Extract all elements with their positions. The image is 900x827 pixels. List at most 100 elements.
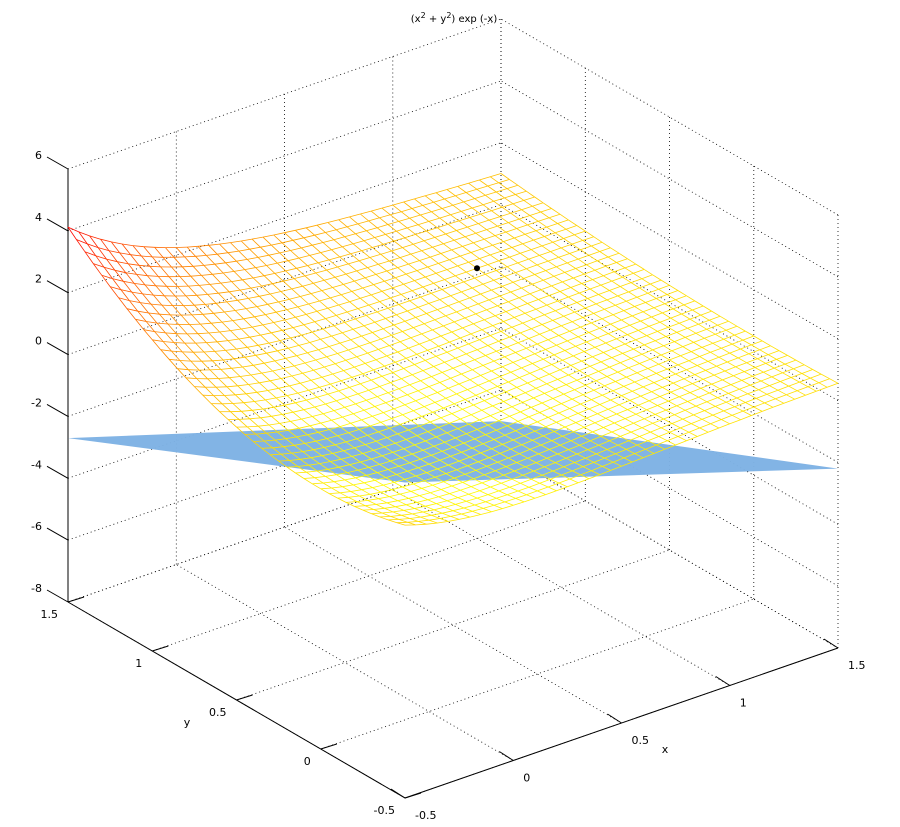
mesh-line: [401, 378, 410, 386]
mesh-line: [608, 408, 617, 415]
mesh-line: [437, 464, 449, 470]
mesh-line: [446, 432, 456, 439]
mesh-line: [473, 474, 485, 480]
mesh-line: [128, 263, 140, 266]
mesh-line: [314, 234, 324, 243]
floor-grid-line-y: [152, 500, 586, 652]
mesh-line: [150, 303, 160, 315]
mesh-line: [433, 198, 445, 203]
mesh-line: [491, 508, 503, 513]
mesh-line: [448, 464, 457, 471]
mesh-line: [381, 455, 391, 462]
mesh-line: [711, 383, 721, 390]
mesh-line: [322, 410, 335, 415]
mesh-line: [112, 278, 124, 282]
mesh-line: [236, 260, 246, 270]
mesh-line: [607, 333, 617, 340]
mesh-line: [386, 267, 398, 272]
mesh-line: [266, 352, 276, 362]
mesh-line: [706, 328, 716, 335]
mesh-line: [357, 220, 369, 225]
mesh-line: [403, 444, 415, 450]
mesh-line: [612, 461, 622, 467]
mesh-line: [254, 399, 266, 402]
mesh-line: [643, 269, 653, 276]
mesh-line: [261, 372, 271, 382]
mesh-line: [426, 396, 436, 403]
mesh-line: [298, 342, 310, 346]
mesh-line: [412, 511, 424, 515]
mesh-line: [588, 251, 600, 256]
mesh-line: [239, 287, 251, 291]
mesh-line: [524, 230, 537, 235]
mesh-line: [157, 276, 167, 287]
mesh-line: [288, 257, 299, 262]
mesh-line: [179, 360, 191, 362]
mesh-line: [428, 382, 440, 387]
mesh-line: [575, 422, 585, 428]
mesh-line: [409, 300, 419, 308]
mesh-line: [277, 347, 289, 352]
mesh-line: [372, 412, 384, 417]
mesh-line: [218, 292, 228, 303]
mesh-line: [374, 406, 384, 413]
mesh-line: [491, 210, 501, 218]
mesh-line: [502, 439, 514, 445]
mesh-line: [645, 377, 655, 383]
mesh-line: [434, 476, 444, 483]
mesh-line: [475, 232, 485, 240]
mesh-line: [607, 252, 620, 258]
mesh-line: [620, 431, 632, 437]
mesh-line: [525, 387, 537, 394]
mesh-line: [435, 272, 445, 280]
mesh-line: [659, 391, 671, 397]
mesh-line: [733, 371, 745, 377]
mesh-line: [384, 365, 394, 373]
mesh-line: [320, 487, 332, 490]
mesh-line: [260, 246, 270, 256]
mesh-line: [486, 386, 498, 392]
mesh-line: [403, 201, 413, 209]
mesh-line: [141, 255, 151, 267]
mesh-line: [391, 418, 401, 425]
mesh-line: [188, 369, 198, 379]
mesh-line: [463, 363, 473, 371]
mesh-line: [687, 327, 697, 334]
mesh-line: [375, 355, 387, 361]
mesh-line: [444, 198, 454, 206]
mesh-line: [450, 291, 462, 297]
mesh-line: [348, 496, 358, 502]
mesh-line: [409, 458, 421, 464]
mesh-line: [642, 386, 652, 393]
mesh-line: [691, 347, 703, 352]
mesh-line: [241, 326, 253, 330]
mesh-line: [468, 179, 480, 184]
mesh-line: [119, 252, 129, 265]
mesh-line: [617, 291, 629, 297]
mesh-line: [598, 371, 608, 377]
mesh-line: [283, 368, 293, 377]
mesh-line: [579, 365, 591, 371]
mesh-line: [491, 206, 503, 212]
mesh-line: [533, 397, 543, 404]
mesh-line: [284, 229, 296, 234]
mesh-line: [304, 272, 316, 277]
mesh-line: [760, 376, 772, 382]
mesh-line: [535, 226, 547, 232]
mesh-line: [514, 396, 524, 403]
mesh-line: [457, 343, 469, 349]
mesh-line: [678, 322, 688, 329]
mesh-line: [573, 426, 585, 433]
mesh-line: [153, 294, 165, 297]
mesh-line: [419, 343, 428, 351]
mesh-line: [200, 323, 210, 334]
mesh-line: [523, 430, 535, 436]
mesh-line: [154, 331, 166, 334]
mesh-line: [333, 406, 345, 411]
mesh-line: [592, 431, 602, 437]
mesh-line: [255, 355, 265, 364]
mesh-line: [440, 417, 450, 424]
mesh-line: [230, 242, 240, 252]
back-wall-grid-line-z: [67, 18, 502, 170]
